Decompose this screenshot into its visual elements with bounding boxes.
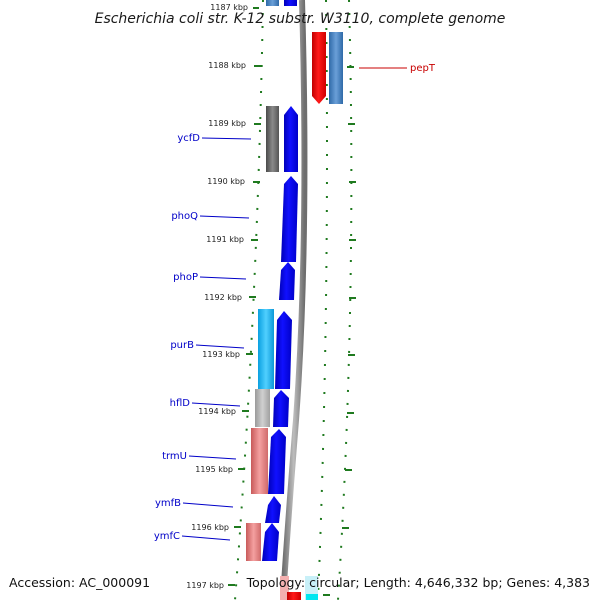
gene-labels: pepT ycfD phoQ phoP purB hflD trmU ymfB … [154,63,436,542]
left-dotted-rail [234,0,264,600]
right-dotted-rail-outer [337,0,353,600]
genome-summary: Topology: circular; Length: 4,646,332 bp… [246,575,590,590]
colored-features [246,106,279,561]
tick-label-1195: 1195 kbp [195,465,233,474]
pepT-neighbor-feature [329,32,343,104]
tick-label-1188: 1188 kbp [208,61,246,70]
map-title: Escherichia coli str. K-12 substr. W3110… [95,11,506,27]
ymfC-feature [246,523,261,561]
gene-label-trmU[interactable]: trmU [162,451,187,462]
tick-label-1187: 1187 kbp [210,3,248,12]
accession-label: Accession: AC_000091 [9,575,150,590]
top-partial-features [266,0,297,6]
gene-label-ycfD[interactable]: ycfD [177,133,200,144]
cds-arrow-8 [262,523,279,561]
gene-label-purB[interactable]: purB [170,340,194,351]
genome-backbone [280,0,308,600]
cds-arrow-2 [281,176,298,262]
gene-label-hflD[interactable]: hflD [170,398,191,409]
gene-label-ymfC[interactable]: ymfC [154,531,180,542]
cds-arrow-7 [265,496,281,523]
hflD-feature [255,389,270,427]
cds-arrow-5 [273,390,289,427]
right-tick-dashes [323,66,356,596]
tick-label-1197: 1197 kbp [186,581,224,590]
tick-label-1190: 1190 kbp [207,177,245,186]
ycfD-feature [266,106,279,172]
tick-label-1191: 1191 kbp [206,235,244,244]
cds-arrow-6 [268,429,286,494]
right-dotted-rail-inner [317,0,328,600]
purB-feature [258,309,274,389]
gene-label-pepT[interactable]: pepT [410,63,436,74]
tick-label-1196: 1196 kbp [191,523,229,532]
forward-strand-features [262,106,298,561]
trmU-feature [251,428,268,494]
cds-arrow-4 [275,311,292,389]
dotted-rails [234,0,353,600]
tick-label-1192: 1192 kbp [204,293,242,302]
bottom-partial-features [280,576,318,600]
tick-label-1193: 1193 kbp [202,350,240,359]
pepT-feature [312,32,326,104]
gene-label-ymfB[interactable]: ymfB [155,498,181,509]
tick-label-1189: 1189 kbp [208,119,246,128]
gene-label-phoP[interactable]: phoP [173,272,198,283]
cds-arrow-1 [284,106,298,172]
cds-arrow-3 [279,262,295,300]
scale-ticks: 1187 kbp 1188 kbp 1189 kbp 1190 kbp 1191… [186,3,261,590]
tick-label-1194: 1194 kbp [198,407,236,416]
reverse-strand-features [312,32,343,104]
gene-label-phoQ[interactable]: phoQ [171,211,198,222]
